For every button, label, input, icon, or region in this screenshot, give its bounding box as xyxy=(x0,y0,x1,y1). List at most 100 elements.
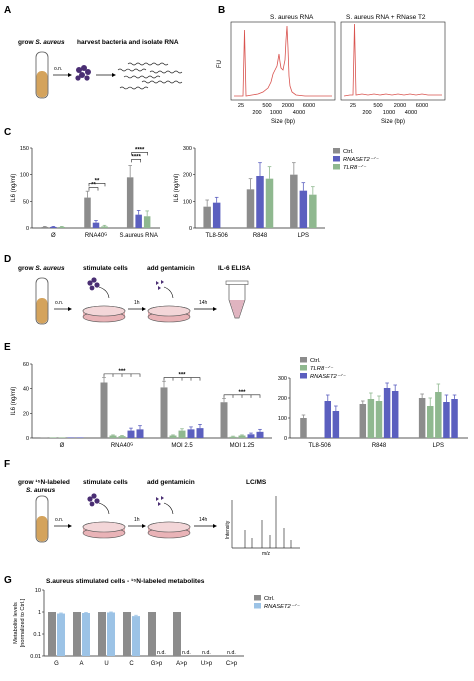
bacteria-icon xyxy=(156,496,164,506)
mz-label: m/z xyxy=(262,551,271,557)
legend-label: Ctrl. xyxy=(343,149,354,155)
y-tick-label: 40 xyxy=(23,387,29,393)
bar xyxy=(173,612,181,656)
fu-axis-label: FU xyxy=(217,60,223,68)
bacteria-icon xyxy=(75,65,91,81)
svg-text:2000: 2000 xyxy=(394,103,406,109)
grow-label-f-line2: S. aureus xyxy=(26,487,56,494)
on-label-a: o.n. xyxy=(54,66,62,72)
bar xyxy=(290,174,298,228)
panel-letter-a: A xyxy=(4,5,11,16)
bacteria-icon xyxy=(156,280,164,290)
trace-frame-left xyxy=(230,21,336,101)
y-tick-label: 10 xyxy=(35,588,41,594)
gentamicin-label-f: add gentamicin xyxy=(147,479,195,486)
x-tick-label: LPS xyxy=(298,233,309,239)
y-tick-label: 20 xyxy=(23,411,29,417)
bar xyxy=(132,616,140,656)
panel-b: B S. aureus RNA S. aureus RNA + RNase T2… xyxy=(217,5,446,125)
grow-label-a: grow S. aureus xyxy=(18,39,65,46)
petri-dish-icon xyxy=(82,521,126,539)
legend-label: Ctrl. xyxy=(264,596,275,602)
svg-text:200: 200 xyxy=(252,110,261,116)
significance-bracket xyxy=(88,183,106,187)
arrow-icon xyxy=(163,502,174,515)
bar xyxy=(84,197,91,228)
y-tick-label: 0 xyxy=(26,226,29,232)
bar xyxy=(443,402,450,438)
legend-label: RNASET2⁻ᐟ⁻ xyxy=(343,156,379,163)
bar xyxy=(203,206,211,228)
bar xyxy=(265,178,274,228)
h1-label-f: 1h xyxy=(134,517,140,523)
legend-label: RNASET2⁻ᐟ⁻ xyxy=(264,603,300,610)
bar xyxy=(135,214,142,228)
bar xyxy=(247,434,255,438)
bar xyxy=(160,387,168,438)
bar xyxy=(82,613,90,656)
bar xyxy=(148,612,156,656)
bar xyxy=(300,418,307,438)
x-tick-label: MOI 1.25 xyxy=(230,443,255,449)
bar xyxy=(101,226,108,228)
bar xyxy=(57,613,65,656)
bar xyxy=(256,431,264,438)
trace-right-ticks: 25 500 2000 6000 200 1000 4000 xyxy=(350,103,428,116)
grow-label-d: grow S. aureus xyxy=(18,265,65,272)
panel-letter-d: D xyxy=(4,254,11,265)
y-tick-label: 200 xyxy=(183,173,192,179)
y-tick-label: 100 xyxy=(183,199,192,205)
arrow-icon xyxy=(213,524,217,528)
eppendorf-icon xyxy=(225,280,249,319)
trace-xlabel-right: Size (bp) xyxy=(381,119,405,125)
significance-label: *** xyxy=(238,390,246,396)
y-axis-label: Metabolite levels xyxy=(13,602,19,644)
significance-label: *** xyxy=(118,369,126,375)
legend-swatch xyxy=(333,156,340,162)
significance-bracket xyxy=(88,187,99,191)
bar xyxy=(367,399,375,438)
significance-label: **** xyxy=(135,147,145,153)
svg-text:500: 500 xyxy=(373,103,382,109)
svg-text:1000: 1000 xyxy=(383,110,395,116)
nd-label: n.d. xyxy=(202,650,211,656)
y-axis-label: [normalized to Ctrl.] xyxy=(20,598,26,647)
bar xyxy=(309,194,317,228)
significance-label: ** xyxy=(91,183,96,189)
bar xyxy=(418,398,426,438)
legend-g: Ctrl.RNASET2⁻ᐟ⁻ xyxy=(254,595,300,610)
h14-label-d: 14h xyxy=(199,300,208,306)
bar xyxy=(359,404,367,438)
petri-dish-icon xyxy=(147,521,191,539)
trace-line-right xyxy=(343,23,442,97)
svg-text:1000: 1000 xyxy=(270,110,282,116)
bar xyxy=(178,430,186,438)
arrow-icon xyxy=(142,307,146,311)
panel-letter-f: F xyxy=(4,459,10,470)
bar xyxy=(229,436,237,438)
bar xyxy=(73,612,81,656)
legend-swatch xyxy=(300,373,307,379)
legend-swatch xyxy=(254,603,261,609)
x-tick-label: C xyxy=(129,661,134,667)
bar xyxy=(299,190,308,228)
y-axis-label: IL6 (ng/ml) xyxy=(174,174,180,203)
h1-label-d: 1h xyxy=(134,300,140,306)
x-tick-label: Ø xyxy=(60,443,65,449)
bar xyxy=(50,226,57,228)
y-axis-label: IL6 (ng/ml) xyxy=(11,174,17,203)
svg-text:25: 25 xyxy=(238,103,244,109)
grow-label-f-line1: grow ¹⁵N-labeled xyxy=(18,479,70,486)
svg-text:200: 200 xyxy=(362,110,371,116)
on-label-f: o.n. xyxy=(55,517,63,523)
x-tick-label: G>p xyxy=(151,661,163,667)
y-tick-label: 0.01 xyxy=(30,654,41,660)
x-tick-label: TL8-506 xyxy=(205,233,228,239)
harvest-label: harvest bacteria and isolate RNA xyxy=(77,39,179,46)
arrow-icon xyxy=(98,286,110,299)
bar xyxy=(58,226,66,228)
chart-g: 0.01 0.1 1 10 Metabolite levels [normalized t… xyxy=(13,578,300,667)
panel-f: F grow ¹⁵N-labeled S. aureus stimulate c… xyxy=(4,459,300,557)
arrow-icon xyxy=(68,73,72,77)
bar xyxy=(48,612,56,656)
